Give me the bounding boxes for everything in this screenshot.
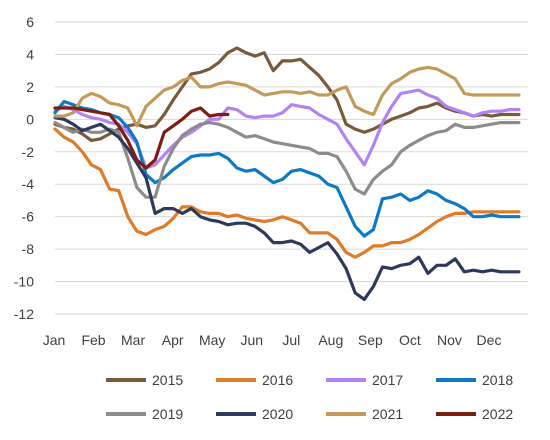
series-line-2022 (53, 106, 230, 170)
legend-label: 2019 (152, 406, 183, 422)
legend-item-2016: 2016 (216, 372, 293, 388)
y-tick-label: 4 (26, 46, 34, 62)
legend-item-2015: 2015 (106, 372, 183, 388)
y-tick-label: -2 (22, 144, 35, 160)
series-line-2017 (53, 88, 521, 170)
legend-item-2018: 2018 (436, 372, 513, 388)
legend-label: 2015 (152, 372, 183, 388)
gridlines (55, 21, 528, 315)
legend-item-2020: 2020 (216, 406, 293, 422)
x-tick-label: Apr (162, 332, 184, 348)
series-lines (53, 46, 521, 301)
legend-label: 2021 (372, 406, 403, 422)
x-axis-tick-labels: Jan Feb Mar Apr May Jun Jul Aug Sep Oct Nov Dec (43, 332, 502, 348)
legend-label: 2022 (482, 406, 513, 422)
series-line-2020 (53, 116, 521, 301)
y-tick-label: -4 (22, 176, 35, 192)
legend: 2015 2016 2017 2018 2019 2020 2021 2022 (106, 372, 513, 422)
y-tick-label: 6 (26, 14, 34, 30)
legend-label: 2020 (262, 406, 293, 422)
series-line-2016 (53, 127, 521, 259)
legend-item-2022: 2022 (436, 406, 513, 422)
y-tick-label: -6 (22, 209, 35, 225)
y-tick-label: -12 (14, 306, 34, 322)
x-tick-label: Jun (240, 332, 263, 348)
legend-item-2017: 2017 (326, 372, 403, 388)
y-tick-label: 2 (26, 79, 34, 95)
y-tick-label: -8 (22, 241, 35, 257)
legend-item-2019: 2019 (106, 406, 183, 422)
x-tick-label: May (199, 332, 225, 348)
x-tick-label: Mar (121, 332, 145, 348)
series-line-2018 (53, 99, 521, 238)
x-tick-label: Jan (43, 332, 66, 348)
y-tick-label: 0 (26, 111, 34, 127)
legend-label: 2017 (372, 372, 403, 388)
x-tick-label: Sep (358, 332, 383, 348)
x-tick-label: Aug (318, 332, 343, 348)
legend-item-2021: 2021 (326, 406, 403, 422)
series-line-2019 (53, 120, 521, 199)
x-tick-label: Oct (399, 332, 421, 348)
y-axis-tick-labels: 6 4 2 0 -2 -4 -6 -8 -10 -12 (14, 14, 34, 322)
x-tick-label: Nov (437, 332, 462, 348)
legend-label: 2016 (262, 372, 293, 388)
x-tick-label: Feb (81, 332, 105, 348)
y-tick-label: -10 (14, 274, 34, 290)
x-tick-label: Jul (282, 332, 300, 348)
series-line-2021 (53, 65, 521, 128)
legend-label: 2018 (482, 372, 513, 388)
series-line-2015 (53, 46, 521, 142)
x-tick-label: Dec (477, 332, 502, 348)
